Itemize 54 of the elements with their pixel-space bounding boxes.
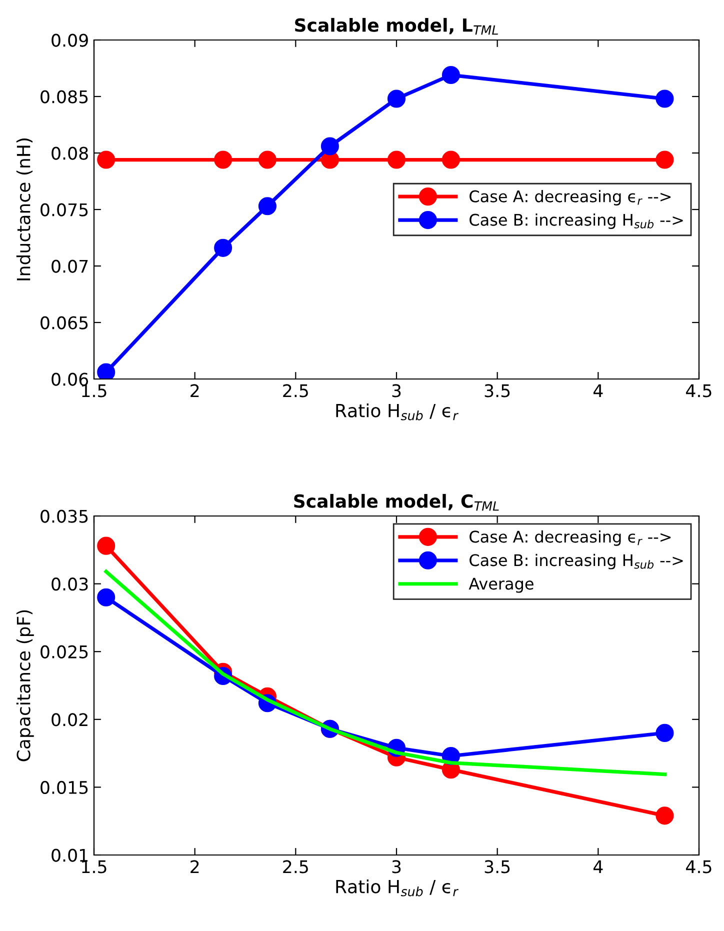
y-tick-label: 0.06: [52, 372, 88, 386]
x-tick-label: 1.5: [82, 384, 106, 398]
point: [387, 150, 406, 169]
x-tick-label: 4: [593, 384, 603, 398]
legend-label: Case A: decreasing ϵ$_{r}$ -->: [470, 530, 671, 546]
x-tick-label: 4.5: [686, 384, 712, 398]
point: [656, 806, 674, 825]
y-tick-label: 0.015: [40, 780, 88, 794]
point: [320, 137, 339, 156]
point: [656, 724, 674, 742]
point: [97, 536, 116, 555]
y-tick-label: 0.09: [52, 34, 88, 47]
point: [258, 197, 276, 216]
x-tick-label: 4.5: [686, 860, 712, 874]
point: [387, 90, 406, 108]
y-tick-label: 0.025: [40, 645, 88, 658]
point: [442, 66, 460, 84]
y-axis-title: Capacitance (pF): [16, 610, 34, 762]
x-axis-title: Ratio H$_{sub}$ / ϵ$_{r}$: [336, 879, 459, 896]
x-tick-label: 3.5: [484, 860, 510, 874]
y-tick-label: 0.08: [52, 146, 88, 160]
point: [442, 150, 460, 169]
x-tick-label: 2: [190, 384, 199, 398]
legend-label: Case B: increasing H$_{sub}$ -->: [470, 213, 683, 229]
y-tick-label: 0.035: [40, 510, 88, 523]
x-tick-label: 3.5: [484, 384, 510, 398]
x-tick-label: 3: [392, 384, 401, 398]
point: [97, 363, 116, 379]
x-tick-label: 3: [392, 860, 401, 874]
y-tick-label: 0.03: [52, 578, 88, 591]
chart-title: Scalable model, C$_{TML}$: [294, 494, 499, 511]
x-tick-label: 2.5: [283, 384, 308, 398]
point: [656, 90, 674, 108]
x-tick-label: 2: [190, 860, 199, 874]
point: [214, 150, 232, 169]
legend-label: Case B: increasing H$_{sub}$ -->: [470, 554, 683, 570]
legend-label: Average: [468, 578, 534, 593]
legend-label: Case A: decreasing ϵ$_{r}$ -->: [470, 190, 671, 206]
y-tick-label: 0.075: [40, 203, 88, 216]
chart-title: Scalable model, L$_{TML}$: [295, 18, 498, 35]
y-tick-label: 0.01: [52, 848, 88, 862]
point: [214, 238, 232, 257]
y-tick-label: 0.085: [40, 90, 88, 104]
y-tick-label: 0.07: [52, 260, 88, 273]
point: [656, 150, 674, 169]
x-tick-label: 4: [593, 860, 603, 874]
y-axis-title: Inductance (nH): [16, 138, 33, 280]
point: [97, 150, 116, 169]
point: [97, 588, 116, 606]
y-tick-label: 0.02: [52, 713, 88, 726]
x-tick-label: 2.5: [283, 860, 308, 874]
y-tick-label: 0.065: [40, 316, 88, 330]
x-axis-title: Ratio H$_{sub}$ / ϵ$_{r}$: [336, 403, 459, 420]
point: [258, 150, 276, 169]
